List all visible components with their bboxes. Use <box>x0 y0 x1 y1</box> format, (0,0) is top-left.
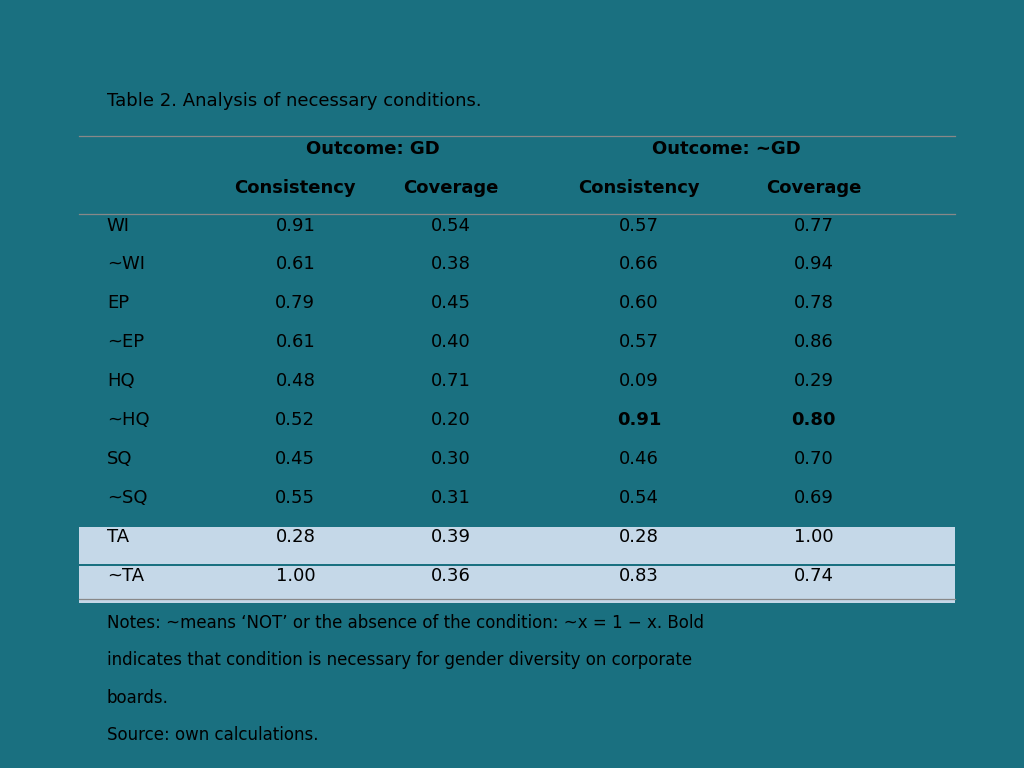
Text: 0.66: 0.66 <box>620 256 659 273</box>
Text: Outcome: ~GD: Outcome: ~GD <box>652 140 801 158</box>
Text: 0.28: 0.28 <box>275 528 315 546</box>
Text: 0.48: 0.48 <box>275 372 315 390</box>
Bar <box>79 527 954 564</box>
Text: 0.55: 0.55 <box>275 489 315 508</box>
Text: 0.77: 0.77 <box>794 217 834 234</box>
Text: 0.70: 0.70 <box>794 450 834 468</box>
Text: 0.91: 0.91 <box>617 412 662 429</box>
Text: 0.71: 0.71 <box>431 372 471 390</box>
Text: 0.45: 0.45 <box>275 450 315 468</box>
Text: 0.61: 0.61 <box>275 256 315 273</box>
Text: 0.80: 0.80 <box>792 412 836 429</box>
Text: 0.57: 0.57 <box>620 333 659 352</box>
Text: 0.38: 0.38 <box>431 256 471 273</box>
Text: Coverage: Coverage <box>766 179 861 197</box>
Text: 0.39: 0.39 <box>431 528 471 546</box>
Text: Consistency: Consistency <box>579 179 700 197</box>
Text: 0.91: 0.91 <box>275 217 315 234</box>
Text: 0.09: 0.09 <box>620 372 659 390</box>
Text: 0.46: 0.46 <box>620 450 659 468</box>
Text: 0.30: 0.30 <box>431 450 471 468</box>
Text: boards.: boards. <box>106 689 169 707</box>
Text: Source: own calculations.: Source: own calculations. <box>106 727 318 744</box>
Text: HQ: HQ <box>106 372 134 390</box>
Text: 0.54: 0.54 <box>431 217 471 234</box>
Text: Outcome: GD: Outcome: GD <box>306 140 440 158</box>
Text: indicates that condition is necessary for gender diversity on corporate: indicates that condition is necessary fo… <box>106 651 692 669</box>
Text: 0.54: 0.54 <box>620 489 659 508</box>
Text: EP: EP <box>106 294 129 313</box>
Text: 0.29: 0.29 <box>794 372 834 390</box>
Text: 0.78: 0.78 <box>794 294 834 313</box>
Text: TA: TA <box>106 528 129 546</box>
Text: ~EP: ~EP <box>106 333 144 352</box>
Text: 0.36: 0.36 <box>431 568 471 585</box>
Text: Coverage: Coverage <box>403 179 499 197</box>
Text: 0.20: 0.20 <box>431 412 471 429</box>
Text: ~HQ: ~HQ <box>106 412 150 429</box>
Bar <box>79 566 954 604</box>
Text: 0.57: 0.57 <box>620 217 659 234</box>
Text: Table 2. Analysis of necessary conditions.: Table 2. Analysis of necessary condition… <box>106 91 481 110</box>
Text: Consistency: Consistency <box>234 179 356 197</box>
Text: SQ: SQ <box>106 450 132 468</box>
Text: 0.86: 0.86 <box>794 333 834 352</box>
Text: 0.69: 0.69 <box>794 489 834 508</box>
Text: 0.94: 0.94 <box>794 256 834 273</box>
Text: 0.79: 0.79 <box>275 294 315 313</box>
Text: 0.52: 0.52 <box>275 412 315 429</box>
Text: 0.83: 0.83 <box>620 568 659 585</box>
Text: 0.60: 0.60 <box>620 294 659 313</box>
Text: ~WI: ~WI <box>106 256 145 273</box>
Text: 0.74: 0.74 <box>794 568 834 585</box>
Text: 0.45: 0.45 <box>431 294 471 313</box>
Text: 0.61: 0.61 <box>275 333 315 352</box>
Text: WI: WI <box>106 217 130 234</box>
Text: 1.00: 1.00 <box>275 568 315 585</box>
Text: 0.40: 0.40 <box>431 333 471 352</box>
Text: ~TA: ~TA <box>106 568 144 585</box>
Text: Notes: ~means ‘NOT’ or the absence of the condition: ~x = 1 − x. Bold: Notes: ~means ‘NOT’ or the absence of th… <box>106 614 703 631</box>
Text: 0.31: 0.31 <box>431 489 471 508</box>
Text: ~SQ: ~SQ <box>106 489 147 508</box>
Text: 0.28: 0.28 <box>620 528 659 546</box>
Text: 1.00: 1.00 <box>794 528 834 546</box>
